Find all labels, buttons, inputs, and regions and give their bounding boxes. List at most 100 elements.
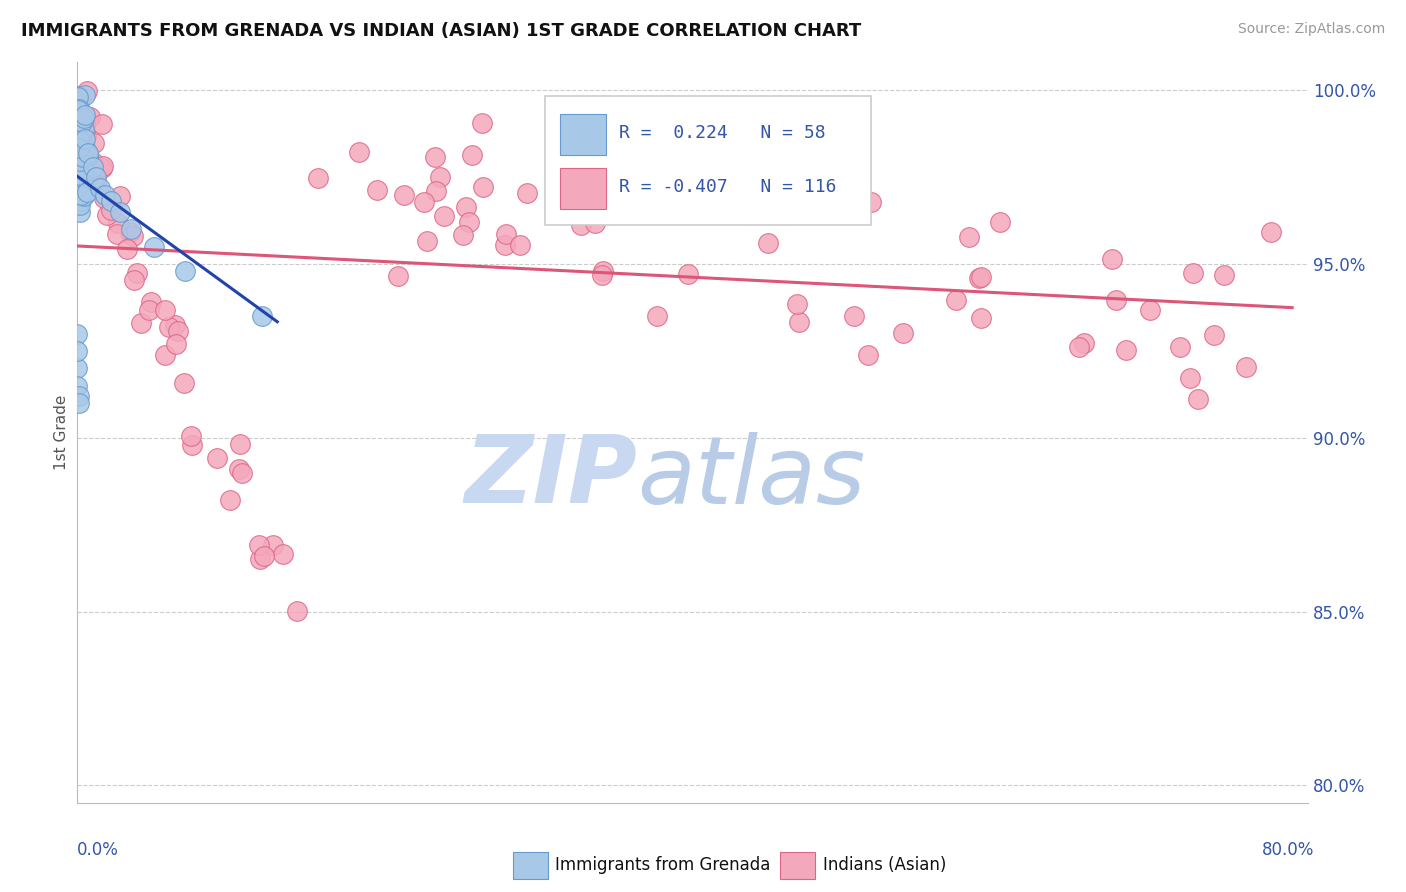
Point — [69, 115, 91, 129]
FancyBboxPatch shape — [546, 95, 870, 226]
Point — [129, 316, 152, 330]
Point — [347, 145, 370, 159]
Point — [69, 95, 91, 109]
Text: Indians (Asian): Indians (Asian) — [823, 856, 946, 874]
Point — [456, 200, 478, 214]
Point — [249, 551, 271, 566]
Text: R =  0.224   N = 58: R = 0.224 N = 58 — [619, 124, 825, 142]
Point — [67, 145, 90, 160]
Point — [66, 120, 89, 134]
Point — [157, 320, 180, 334]
Point — [93, 191, 115, 205]
Point — [394, 187, 416, 202]
Point — [229, 436, 252, 450]
Point — [73, 189, 96, 203]
Point — [69, 194, 91, 208]
Point — [205, 450, 228, 465]
Point — [262, 538, 284, 552]
Point — [366, 183, 388, 197]
Point — [891, 326, 914, 341]
Point — [1204, 327, 1226, 342]
Point — [73, 121, 96, 136]
Point — [67, 389, 90, 403]
Point — [564, 179, 586, 194]
Point — [82, 154, 104, 169]
Point — [787, 315, 810, 329]
Point — [115, 242, 138, 256]
Point — [516, 186, 538, 201]
Point — [105, 227, 128, 241]
Point — [429, 169, 451, 184]
Point — [988, 215, 1011, 229]
Point — [69, 154, 91, 169]
Point — [433, 209, 456, 223]
Point — [70, 114, 93, 128]
Point — [969, 311, 991, 326]
Bar — [560, 114, 606, 155]
Point — [1067, 340, 1090, 354]
Point — [67, 133, 90, 147]
Point — [387, 268, 409, 283]
Point — [1234, 359, 1257, 374]
Point — [67, 114, 90, 128]
Point — [69, 141, 91, 155]
Point — [110, 189, 132, 203]
Point — [166, 337, 188, 351]
Point — [569, 218, 592, 232]
Point — [412, 194, 434, 209]
Point — [122, 228, 145, 243]
Point — [76, 147, 98, 161]
Point — [173, 376, 195, 391]
Point — [1260, 225, 1282, 239]
Point — [1139, 302, 1161, 317]
Point — [67, 88, 90, 103]
Point — [567, 179, 589, 194]
Point — [67, 167, 90, 181]
Point — [247, 538, 270, 552]
Point — [107, 216, 129, 230]
Point — [655, 184, 678, 198]
Point — [676, 178, 699, 193]
Point — [471, 116, 494, 130]
Point — [73, 132, 96, 146]
Point — [75, 151, 97, 165]
Point — [100, 194, 122, 209]
Point — [70, 154, 93, 169]
Point — [77, 153, 100, 167]
Point — [66, 183, 89, 197]
Point — [645, 309, 668, 323]
Point — [76, 185, 98, 199]
Point — [1101, 252, 1123, 266]
Point — [1181, 266, 1204, 280]
Point — [856, 348, 879, 362]
Point — [69, 204, 91, 219]
Point — [591, 268, 613, 282]
Point — [96, 208, 118, 222]
Point — [494, 237, 516, 252]
Point — [84, 170, 107, 185]
Point — [307, 170, 329, 185]
Point — [1168, 340, 1191, 354]
Point — [110, 205, 132, 219]
Y-axis label: 1st Grade: 1st Grade — [53, 395, 69, 470]
Text: 80.0%: 80.0% — [1263, 840, 1315, 858]
Point — [415, 235, 437, 249]
Point — [285, 604, 308, 618]
Point — [1073, 335, 1095, 350]
Point — [73, 120, 96, 135]
Point — [155, 303, 177, 318]
Point — [180, 428, 202, 442]
Point — [143, 240, 166, 254]
Point — [120, 222, 142, 236]
Point — [66, 361, 89, 376]
Point — [66, 378, 89, 392]
Point — [75, 108, 97, 122]
Text: ZIP: ZIP — [464, 431, 637, 523]
Text: Immigrants from Grenada: Immigrants from Grenada — [555, 856, 770, 874]
Point — [67, 90, 90, 104]
Point — [94, 187, 117, 202]
Point — [77, 148, 100, 162]
Point — [120, 226, 142, 240]
Point — [945, 293, 967, 308]
Point — [67, 141, 90, 155]
